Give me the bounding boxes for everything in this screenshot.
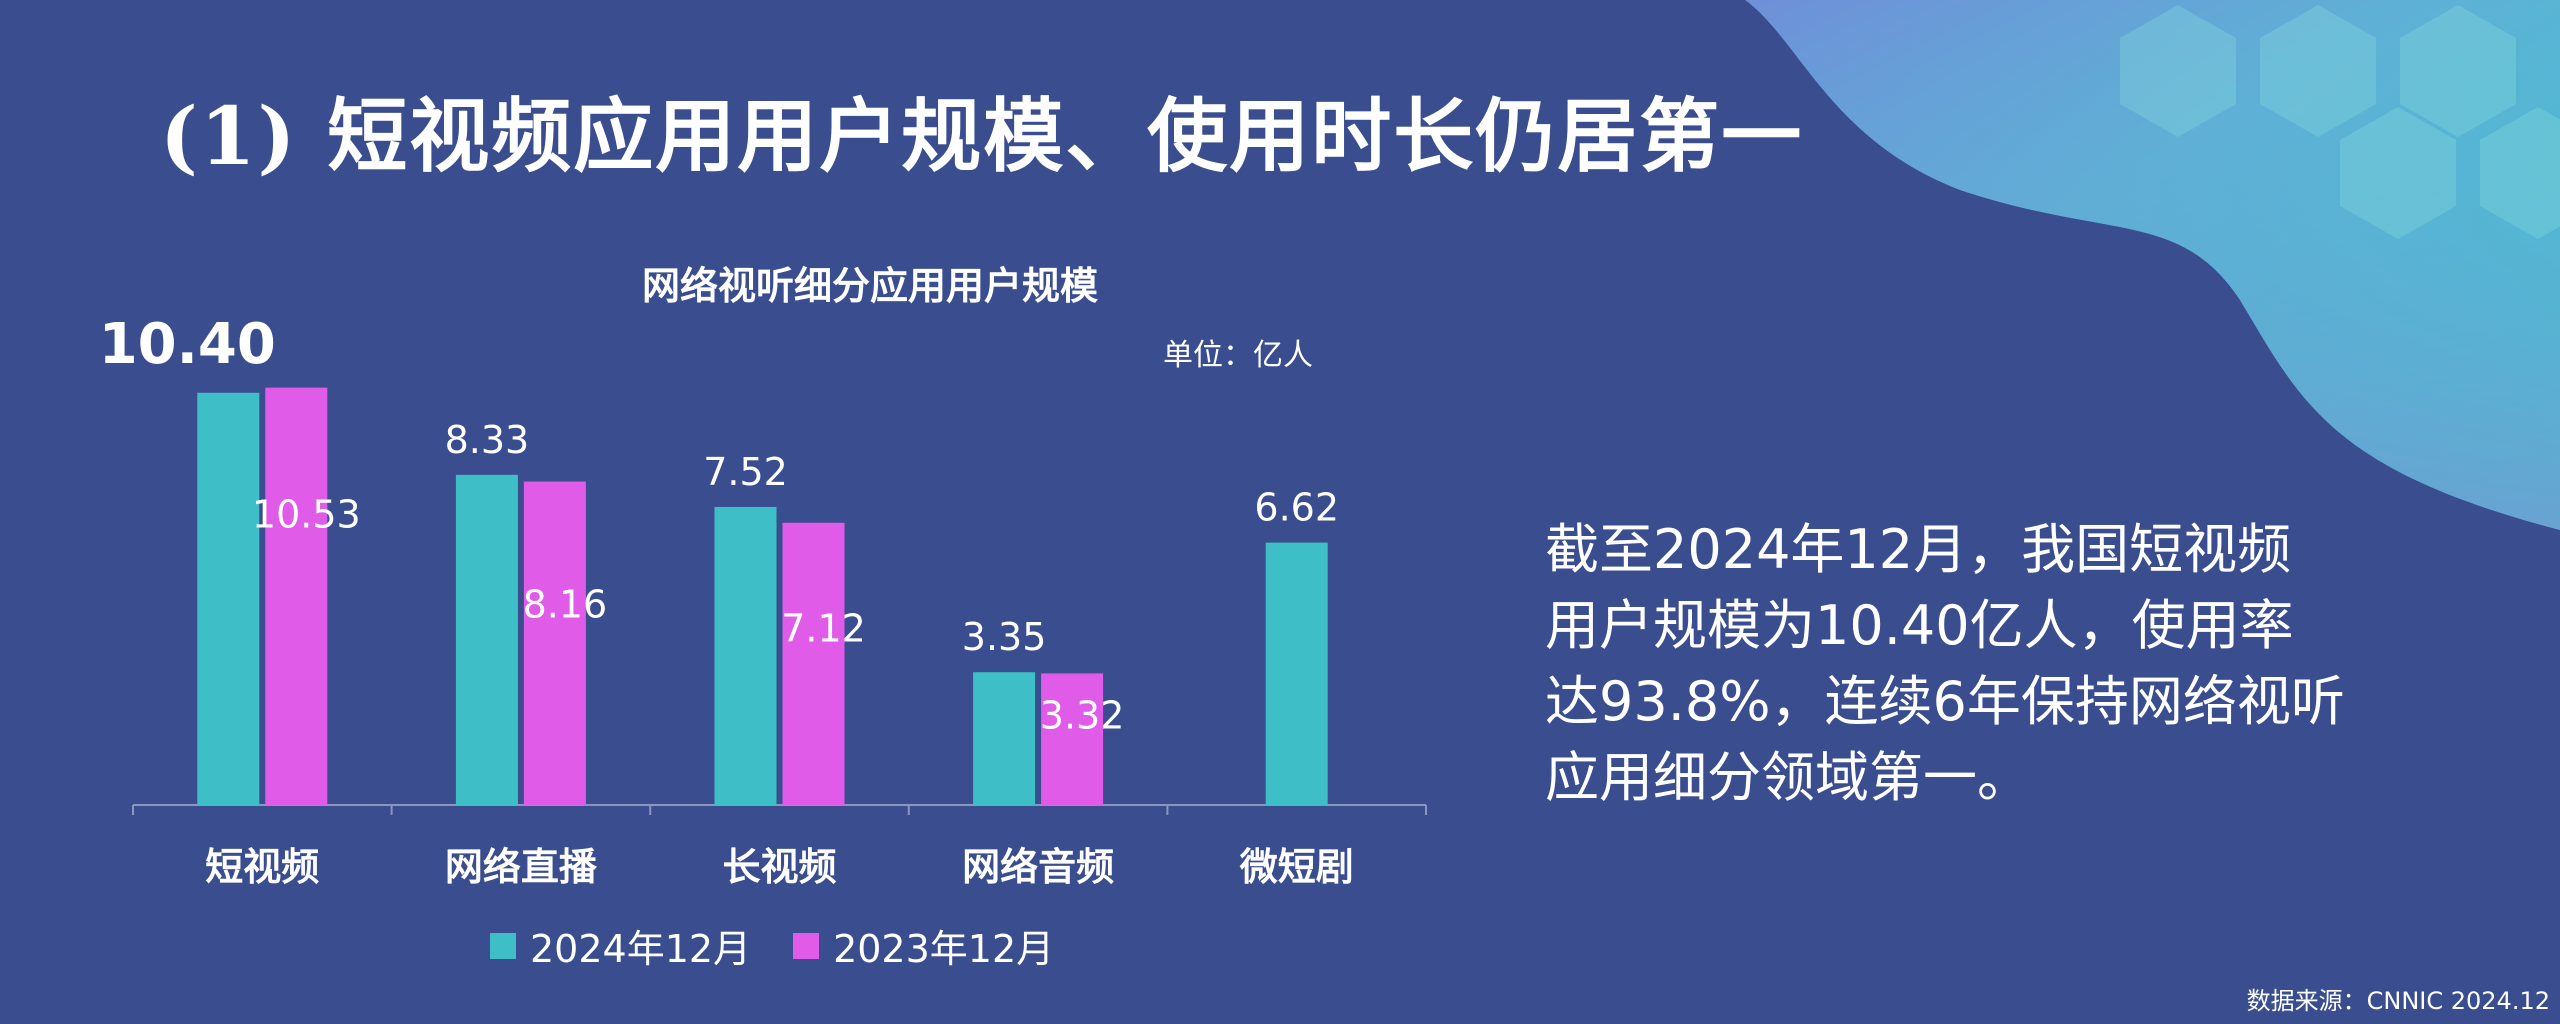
data-label-2024-2: 7.52 <box>703 450 788 494</box>
chart-unit-label: 单位：亿人 <box>1163 338 1313 373</box>
data-label-2023-0: 10.53 <box>252 493 361 537</box>
legend-item-2023: 2023年12月 <box>793 918 1054 973</box>
data-source: 数据来源：CNNIC 2024.12 <box>2246 987 2550 1015</box>
category-label-3: 网络音频 <box>962 845 1114 889</box>
bar-2024-2 <box>714 506 777 805</box>
legend-item-2024: 2024年12月 <box>490 918 751 973</box>
bar-2024-4 <box>1265 542 1328 805</box>
bar-2023-2 <box>782 522 845 805</box>
legend-label-2023: 2023年12月 <box>833 927 1055 971</box>
category-label-4: 微短剧 <box>1239 845 1354 889</box>
data-label-2024-3: 3.35 <box>962 615 1047 659</box>
data-label-2023-3: 3.32 <box>1040 694 1125 738</box>
data-label-2024-1: 8.33 <box>445 418 530 462</box>
category-label-2: 长视频 <box>722 845 836 889</box>
bar-2024-0 <box>197 392 260 805</box>
page-title: (1) 短视频应用用户规模、使用时长仍居第一 <box>160 89 1804 183</box>
bar-2024-1 <box>455 474 518 805</box>
summary-text: 截至2024年12月，我国短视频用户规模为10.40亿人，使用率达93.8%，连… <box>1545 518 2345 809</box>
bar-2023-1 <box>523 481 586 805</box>
chart-legend: 2024年12月 2023年12月 <box>490 918 1096 973</box>
data-label-2024-4: 6.62 <box>1254 486 1339 530</box>
data-label-2023-2: 7.12 <box>781 606 866 650</box>
chart-title: 网络视听细分应用用户规模 <box>641 264 1098 308</box>
legend-swatch-2023 <box>793 932 820 959</box>
bar-2023-3 <box>1041 673 1104 805</box>
legend-label-2024: 2024年12月 <box>530 927 752 971</box>
data-label-2023-1: 8.16 <box>523 582 608 626</box>
category-label-0: 短视频 <box>205 845 319 889</box>
bar-2024-3 <box>973 672 1036 805</box>
bar-2023-0 <box>265 387 328 805</box>
legend-swatch-2024 <box>490 932 516 959</box>
category-label-1: 网络直播 <box>445 845 598 889</box>
data-label-2024-0: 10.40 <box>99 312 276 377</box>
